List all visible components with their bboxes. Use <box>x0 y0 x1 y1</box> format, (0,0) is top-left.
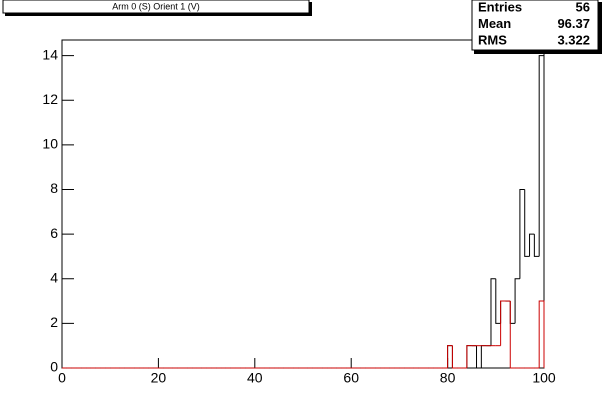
stat-label: RMS <box>478 32 507 47</box>
chart-title: Arm 0 (S) Orient 1 (V) <box>112 1 200 11</box>
y-tick-label: 2 <box>50 314 58 330</box>
x-tick-label: 20 <box>151 370 167 386</box>
y-tick-label: 6 <box>50 225 58 241</box>
y-tick-label: 12 <box>42 91 58 107</box>
histogram-bin <box>509 301 516 369</box>
histogram-bin <box>538 300 545 368</box>
histogram-bin <box>451 345 458 369</box>
x-tick-label: 40 <box>247 370 263 386</box>
histogram-bin <box>466 345 472 368</box>
title-box <box>2 0 310 14</box>
stat-value: 3.322 <box>557 32 590 47</box>
histogram-bin <box>524 189 530 257</box>
histogram-bin <box>476 345 482 369</box>
y-tick-label: 14 <box>42 46 58 62</box>
histogram-bin <box>495 278 501 324</box>
x-tick-label: 60 <box>343 370 359 386</box>
x-tick-label: 100 <box>532 370 556 386</box>
y-tick-label: 8 <box>50 180 58 196</box>
y-tick-label: 10 <box>42 136 58 152</box>
x-tick-label: 0 <box>58 370 66 386</box>
histogram-bin <box>514 278 520 324</box>
stat-value: 56 <box>576 0 590 14</box>
stat-label: Entries <box>478 0 522 14</box>
stat-value: 96.37 <box>557 16 590 31</box>
histogram-bin <box>529 233 535 257</box>
histogram-bin <box>519 188 525 279</box>
stats-box <box>471 0 599 51</box>
y-tick-label: 4 <box>50 269 58 285</box>
histogram-bin <box>500 300 506 346</box>
histogram-bin <box>490 278 496 346</box>
stat-label: Mean <box>478 16 511 31</box>
histogram-bin <box>538 55 545 368</box>
histogram-bin <box>447 345 453 368</box>
y-tick-label: 0 <box>50 359 58 375</box>
x-tick-label: 80 <box>440 370 456 386</box>
histogram-bin <box>533 234 540 257</box>
